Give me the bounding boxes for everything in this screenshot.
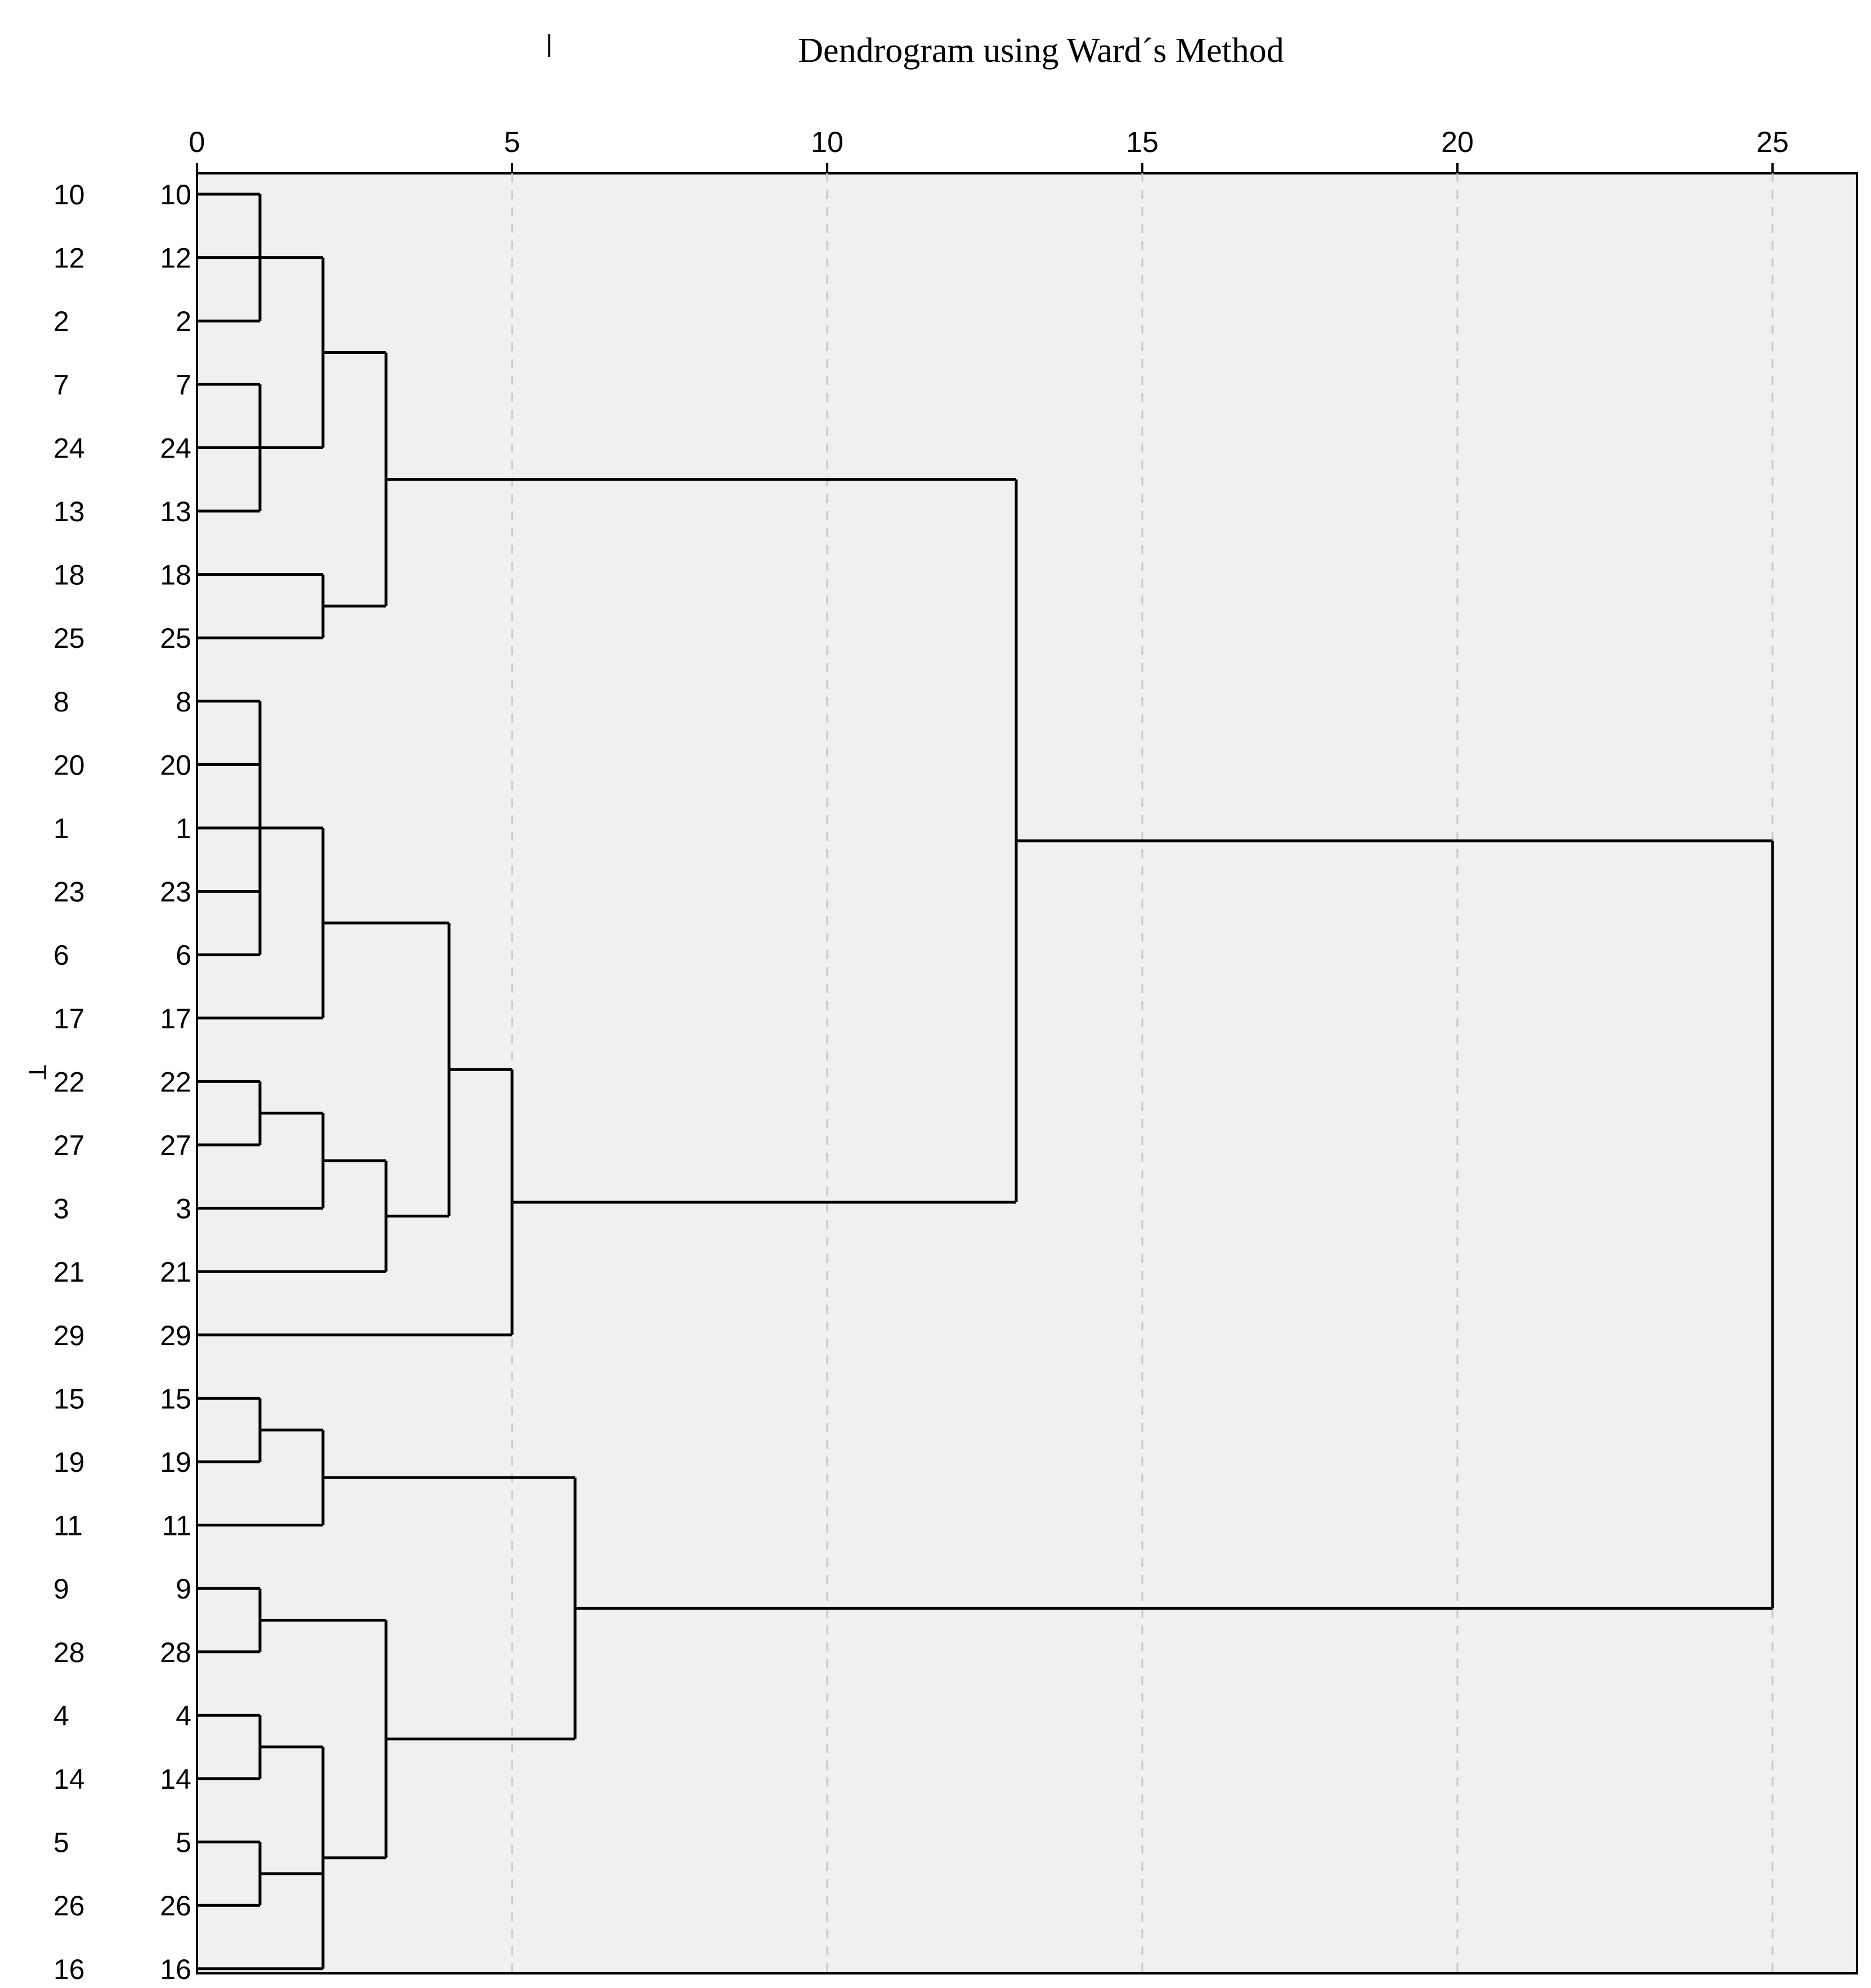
leaf-label-inner-22: 22 [160, 1066, 191, 1098]
x-tick-label-15: 15 [1126, 126, 1159, 159]
leaf-label-outer-18: 18 [53, 559, 85, 591]
leaf-label-outer-4: 4 [53, 1700, 69, 1731]
leaf-label-outer-22: 22 [53, 1066, 85, 1098]
leaf-label-outer-11: 11 [53, 1510, 83, 1542]
leaf-label-outer-24: 24 [53, 432, 85, 464]
leaf-label-inner-9: 9 [176, 1573, 191, 1605]
x-axis-ticks: 0 5 10 15 20 25 [189, 126, 1789, 173]
leaf-label-outer-9: 9 [53, 1573, 69, 1605]
x-tick-label-20: 20 [1441, 126, 1474, 159]
leaf-label-inner-17: 17 [160, 1003, 191, 1035]
leaf-label-outer-16: 16 [53, 1954, 85, 1985]
leaf-label-outer-15: 15 [53, 1383, 85, 1414]
x-tick-label-0: 0 [189, 126, 205, 159]
leaf-label-outer-12: 12 [53, 243, 85, 274]
leaf-label-inner-24: 24 [160, 432, 191, 464]
leaf-label-outer-8: 8 [53, 686, 69, 718]
leaf-label-inner-13: 13 [160, 496, 191, 527]
leaf-label-inner-5: 5 [176, 1827, 191, 1859]
leaf-label-inner-29: 29 [160, 1320, 191, 1351]
leaf-label-outer-14: 14 [53, 1763, 85, 1795]
leaf-label-inner-23: 23 [160, 876, 191, 908]
x-tick-label-25: 25 [1756, 126, 1789, 159]
leaf-label-inner-4: 4 [176, 1700, 191, 1731]
stray-mark-top: | [546, 30, 552, 57]
leaf-label-inner-26: 26 [160, 1890, 191, 1922]
leaf-label-inner-25: 25 [160, 623, 191, 654]
leaf-label-inner-6: 6 [176, 939, 191, 971]
leaf-label-inner-3: 3 [176, 1193, 191, 1225]
leaf-label-outer-21: 21 [53, 1256, 85, 1288]
stray-mark-left: T [24, 1065, 51, 1080]
leaf-label-outer-29: 29 [53, 1320, 85, 1351]
leaf-label-inner-12: 12 [160, 243, 191, 274]
leaf-label-inner-1: 1 [176, 813, 191, 844]
leaf-label-outer-26: 26 [53, 1890, 85, 1922]
leaf-label-inner-8: 8 [176, 686, 191, 718]
chart-title: Dendrogram using Ward´s Method [798, 32, 1284, 70]
leaf-label-outer-2: 2 [53, 306, 69, 337]
leaf-label-outer-3: 3 [53, 1193, 69, 1225]
leaf-label-outer-23: 23 [53, 876, 85, 908]
leaf-label-inner-11: 11 [162, 1510, 191, 1542]
leaf-label-outer-20: 20 [53, 749, 85, 781]
leaf-label-inner-10: 10 [160, 179, 191, 211]
leaf-label-outer-27: 27 [53, 1130, 85, 1161]
leaf-label-inner-2: 2 [176, 306, 191, 337]
leaf-label-inner-27: 27 [160, 1130, 191, 1161]
leaf-label-inner-28: 28 [160, 1637, 191, 1668]
dendrogram-links [197, 192, 1774, 1971]
leaf-label-inner-18: 18 [160, 559, 191, 591]
leaf-labels-outer: 1012272413182582012361722273212915191192… [53, 179, 85, 1985]
leaf-label-outer-25: 25 [53, 623, 85, 654]
leaf-label-inner-7: 7 [176, 369, 191, 401]
leaf-label-outer-28: 28 [53, 1637, 85, 1668]
leaf-label-outer-6: 6 [53, 939, 69, 971]
leaf-label-inner-19: 19 [160, 1447, 191, 1478]
x-tick-label-10: 10 [811, 126, 843, 159]
leaf-label-outer-10: 10 [53, 179, 85, 211]
leaf-label-outer-19: 19 [53, 1447, 85, 1478]
leaf-label-outer-1: 1 [53, 813, 69, 844]
leaf-label-outer-5: 5 [53, 1827, 69, 1859]
leaf-label-inner-21: 21 [160, 1256, 191, 1288]
leaf-label-outer-7: 7 [53, 369, 69, 401]
leaf-labels-inner: 1012272413182582012361722273212915191192… [160, 179, 191, 1985]
leaf-label-inner-16: 16 [160, 1954, 191, 1985]
leaf-label-outer-13: 13 [53, 496, 85, 527]
leaf-label-inner-14: 14 [160, 1763, 191, 1795]
plot-area [196, 172, 1858, 1974]
leaf-label-inner-15: 15 [160, 1383, 191, 1414]
leaf-label-inner-20: 20 [160, 749, 191, 781]
x-tick-label-5: 5 [504, 126, 521, 159]
leaf-label-outer-17: 17 [53, 1003, 85, 1035]
